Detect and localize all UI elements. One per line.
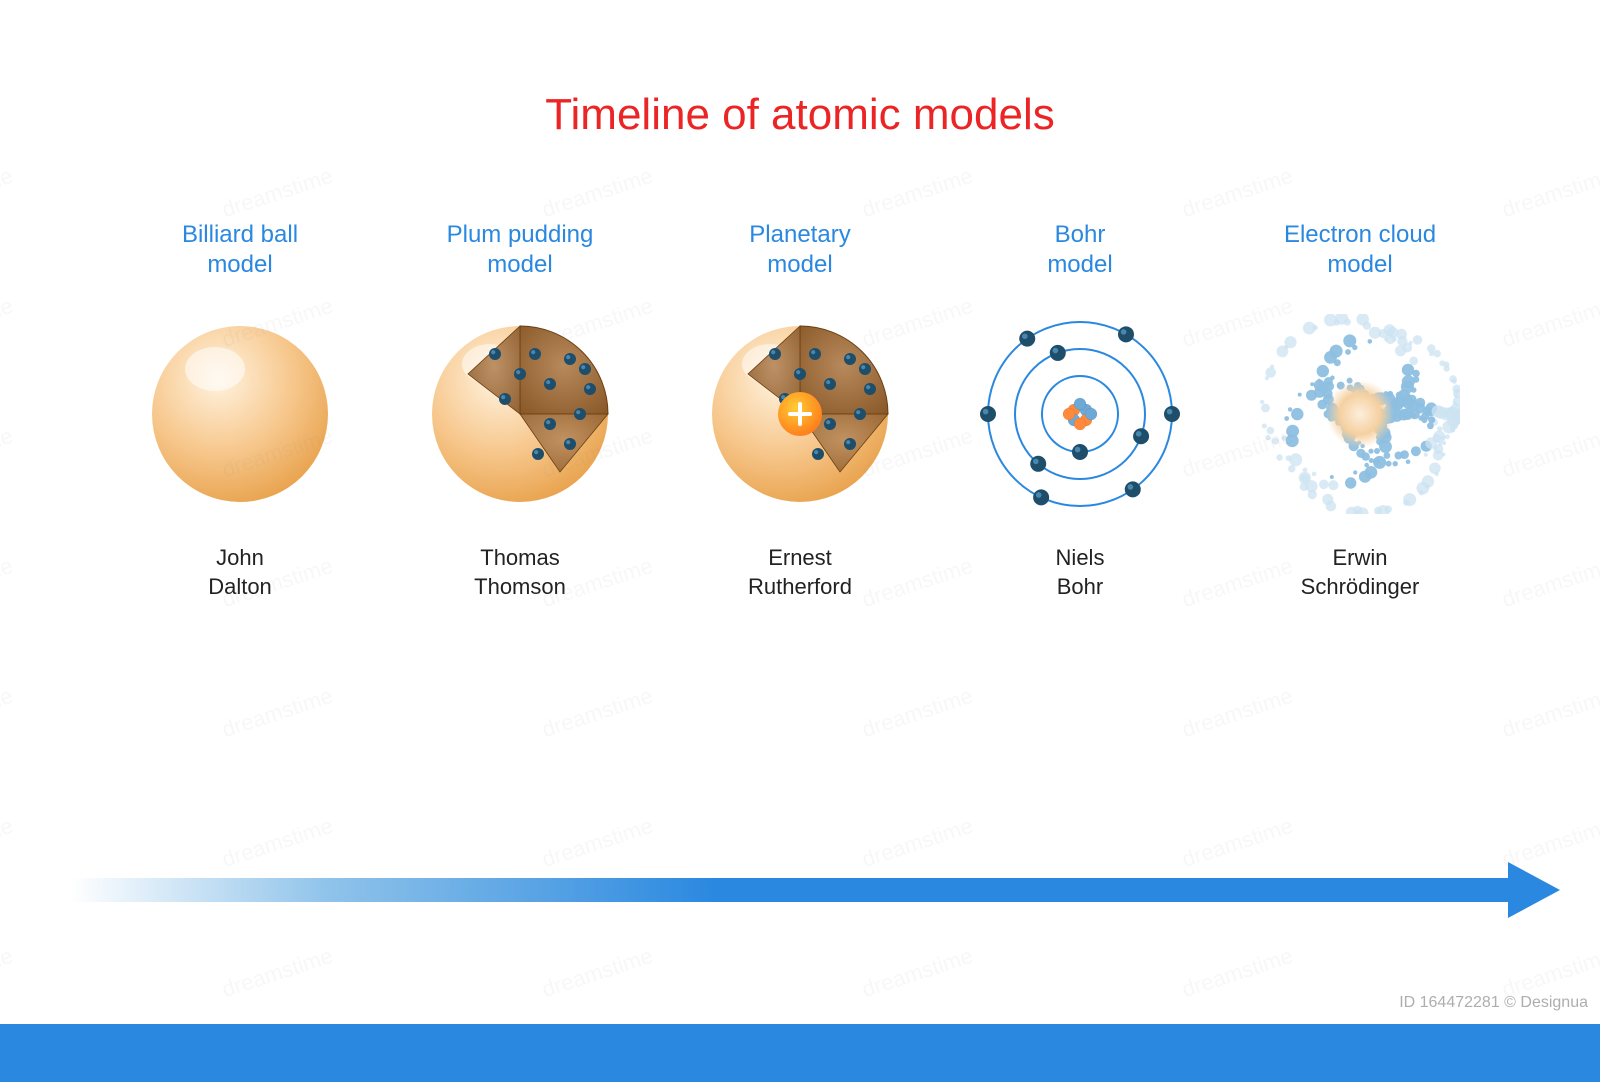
scientist-name: NielsBohr — [1056, 544, 1105, 601]
timeline-arrow — [70, 860, 1560, 920]
scientist-name: JohnDalton — [208, 544, 272, 601]
model-cell: Planetarymodel ErnestRutherford — [675, 220, 925, 601]
models-row: Billiard ballmodel JohnDalton Plum pudding… — [0, 220, 1600, 601]
model-diagram — [1260, 314, 1460, 514]
footer-bar — [0, 1024, 1600, 1082]
model-diagram — [420, 314, 620, 514]
page-title: Timeline of atomic models — [0, 90, 1600, 140]
model-cell: Plum puddingmodel ThomasThomson — [395, 220, 645, 601]
scientist-name: ErwinSchrödinger — [1301, 544, 1420, 601]
model-name: Billiard ballmodel — [182, 220, 298, 292]
scientist-name: ThomasThomson — [474, 544, 566, 601]
model-cell: Billiard ballmodel JohnDalton — [115, 220, 365, 601]
model-cell: Bohrmodel NielsBohr — [955, 220, 1205, 601]
model-name: Planetarymodel — [749, 220, 850, 292]
scientist-name: ErnestRutherford — [748, 544, 852, 601]
watermark-id: ID 164472281 © Designua — [1399, 994, 1588, 1012]
model-diagram — [700, 314, 900, 514]
model-name: Electron cloudmodel — [1284, 220, 1436, 292]
model-name: Bohrmodel — [1047, 220, 1112, 292]
model-diagram — [140, 314, 340, 514]
model-name: Plum puddingmodel — [447, 220, 594, 292]
model-diagram — [980, 314, 1180, 514]
model-cell: Electron cloudmodel ErwinSchrödinger — [1235, 220, 1485, 601]
